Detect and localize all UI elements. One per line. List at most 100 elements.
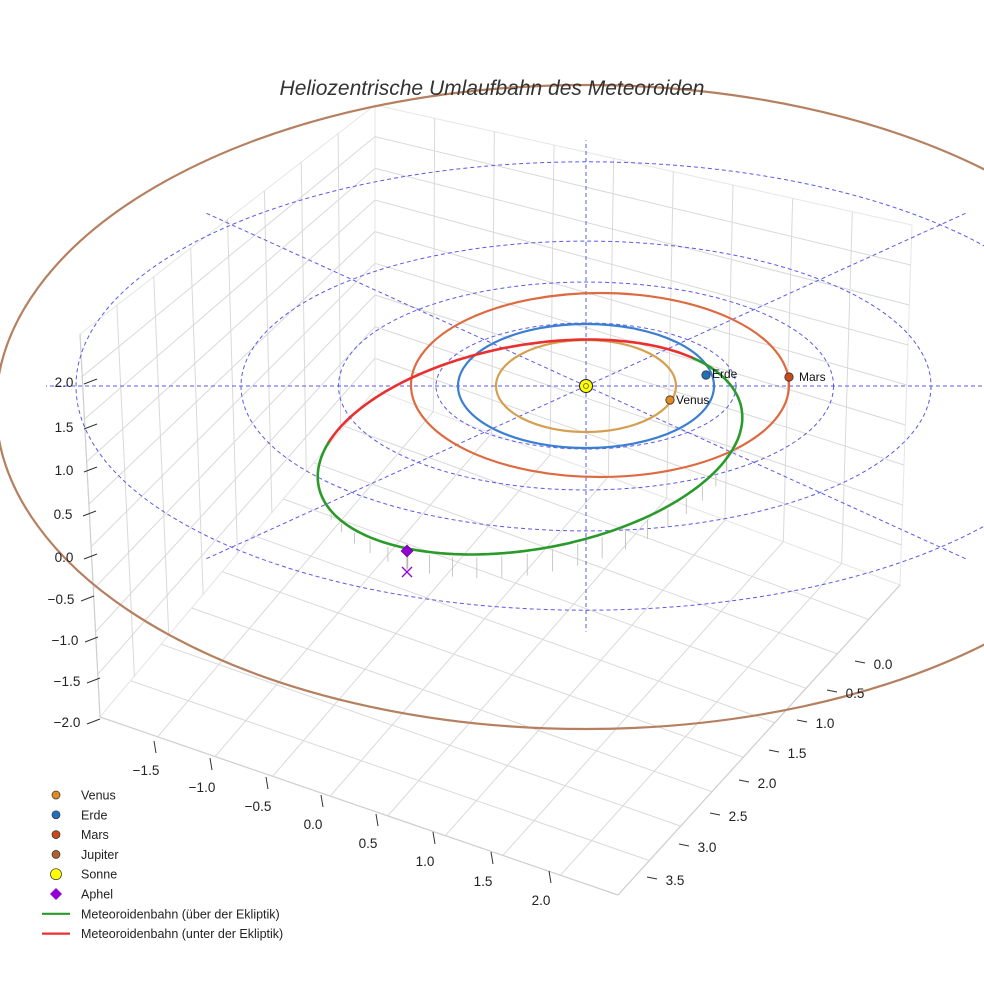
legend-label: Aphel [81, 888, 113, 902]
z-tick-label: 0.0 [55, 550, 74, 565]
gridline [190, 248, 204, 595]
x-tick-mark [153, 740, 157, 754]
gridline [782, 198, 794, 542]
z-tick-mark [83, 378, 98, 385]
y-tick-mark [678, 843, 690, 847]
y-tick-label: 0.0 [874, 657, 893, 672]
planet-marker-erde [701, 370, 711, 380]
legend-item: Erde [51, 808, 107, 822]
legend-label: Meteoroidenbahn (über der Ekliptik) [81, 907, 280, 921]
y-tick-mark [826, 689, 838, 693]
aphel-projection-marker [401, 566, 413, 578]
legend-marker [51, 830, 61, 839]
gridline [337, 133, 342, 431]
planet-label-venus: Venus [676, 393, 709, 407]
legend-label: Jupiter [81, 848, 119, 862]
z-tick-label: −0.5 [48, 592, 75, 607]
z-tick-label: −1.5 [54, 674, 81, 689]
y-tick-label: 3.5 [666, 873, 685, 888]
y-tick-label: 2.5 [729, 809, 748, 824]
gridline [560, 562, 843, 876]
planet-label-erde: Erde [712, 367, 738, 381]
legend-item: Jupiter [51, 848, 119, 862]
gridline [116, 305, 135, 677]
gridline [160, 643, 681, 827]
gridline [263, 190, 273, 513]
z-tick-label: 2.0 [55, 375, 74, 390]
z-tick-label: 1.0 [55, 463, 74, 478]
sun-marker [579, 379, 593, 393]
planet-marker-venus [665, 395, 675, 405]
x-tick-label: −1.0 [189, 780, 216, 795]
x-tick-mark [432, 831, 436, 845]
z-tick-mark [86, 677, 101, 684]
gridline [157, 411, 434, 738]
gridline [549, 144, 555, 456]
y-tick-label: 0.5 [846, 686, 865, 701]
y-tick-label: 2.0 [758, 776, 777, 791]
gridline [214, 433, 493, 757]
gridline [344, 425, 869, 620]
legend-label: Sonne [81, 868, 117, 882]
axis-edge-z [79, 333, 101, 718]
gridline [329, 476, 609, 797]
y-tick-label: 3.0 [698, 840, 717, 855]
z-tick-mark [84, 636, 99, 643]
x-tick-label: −0.5 [245, 799, 272, 814]
gridline [444, 519, 726, 836]
z-tick-mark [80, 595, 95, 602]
gridline [841, 211, 853, 564]
x-tick-label: 2.0 [532, 893, 551, 908]
gridline [374, 136, 911, 266]
z-tick-mark [82, 510, 97, 517]
legend-item: Aphel [50, 888, 113, 902]
gridline [272, 454, 551, 777]
legend-marker [51, 790, 61, 800]
x-tick-mark [265, 776, 269, 790]
y-tick-mark [796, 719, 808, 723]
gridline [374, 294, 905, 466]
z-tick-mark [86, 718, 101, 725]
legend-marker [50, 868, 62, 881]
axis-tick-labels: 2.0 1.5 1.0 0.5 0.0 −0.5 −1.0 −1.5 −2.0 −1.5 −1.0 −… [48, 375, 893, 908]
gridline [724, 184, 734, 521]
gridline [374, 231, 907, 386]
z-tick-label: 0.5 [54, 507, 73, 522]
sun-disc [579, 379, 593, 393]
x-tick-mark [375, 813, 379, 827]
legend-marker [51, 850, 61, 859]
y-tick-mark [768, 749, 780, 753]
x-tick-mark [320, 794, 324, 808]
y-tick-mark [738, 779, 750, 783]
y-tick-label: 1.0 [816, 716, 835, 731]
gridline [374, 357, 902, 546]
x-tick-mark [209, 757, 213, 771]
orbit-erde [456, 322, 716, 450]
x-tick-mark [548, 870, 552, 884]
y-tick-mark [646, 876, 658, 880]
legend-label: Erde [81, 808, 107, 822]
ecliptic-reference-grid [46, 140, 984, 632]
y-tick-mark [709, 812, 721, 816]
z-tick-label: −1.0 [52, 633, 79, 648]
z-tick-mark [83, 553, 98, 560]
legend-item: Mars [51, 828, 109, 842]
legend-item: Sonne [50, 868, 117, 882]
z-tick-mark [83, 466, 98, 473]
legend-marker [50, 888, 62, 900]
z-tick-mark [83, 423, 98, 430]
gridline [387, 498, 668, 817]
gridline [191, 607, 713, 793]
meteoroid-path-below-ecliptic [327, 338, 696, 444]
x-tick-label: 0.5 [359, 836, 378, 851]
axis-panes [79, 103, 913, 896]
axis-edge-y [617, 584, 901, 896]
orbit-jupiter [0, 83, 984, 731]
legend: Venus Erde Mars Jupiter Sonne Aphel Meteoroide… [42, 789, 283, 941]
legend-item: Meteoroidenbahn (über der Ekliptik) [42, 907, 280, 921]
planet-label-mars: Mars [799, 370, 826, 384]
axis-edge-x [99, 716, 619, 896]
x-tick-label: 1.5 [474, 874, 493, 889]
x-tick-mark [490, 851, 494, 865]
